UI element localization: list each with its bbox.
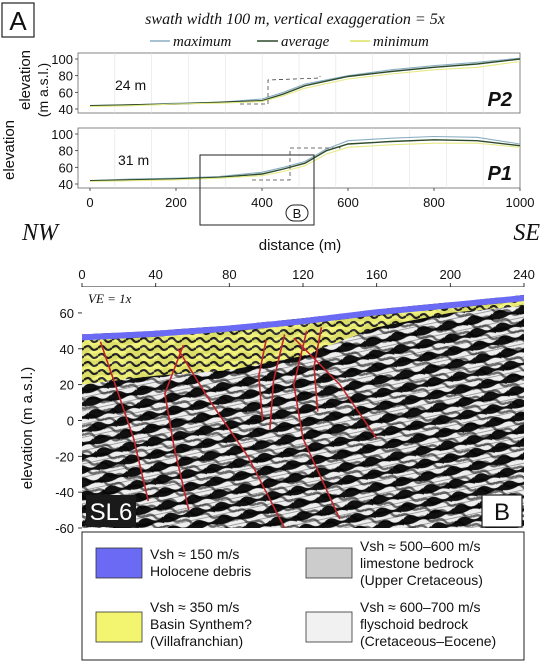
x-tick-label: 1000 bbox=[506, 195, 535, 210]
p2-callout: 24 m bbox=[115, 77, 146, 93]
p1-step-outline bbox=[252, 146, 341, 181]
series-minimum bbox=[89, 142, 521, 183]
p2-lines bbox=[89, 57, 521, 108]
legend-maximum: maximum bbox=[173, 34, 231, 50]
x-tick-label: 80 bbox=[222, 267, 236, 282]
x-tick-label: 0 bbox=[86, 195, 93, 210]
y-tick-label: 40 bbox=[59, 102, 73, 117]
sl6-label-bg bbox=[86, 495, 136, 527]
p1-callout: 31 m bbox=[118, 152, 149, 168]
legend-swatch-basin bbox=[95, 611, 143, 643]
legend-basin-desc: Basin Synthem? bbox=[150, 616, 252, 632]
legend-flysch-age: (Cretaceous–Eocene) bbox=[360, 633, 496, 649]
seismic-section bbox=[82, 287, 524, 528]
y-tick-label: 60 bbox=[60, 306, 74, 321]
legend-basin-age: (Villafranchian) bbox=[150, 633, 243, 649]
p1-lines bbox=[89, 135, 521, 183]
series-average bbox=[89, 58, 521, 107]
x-tick-label: 400 bbox=[251, 195, 273, 210]
y-tick-label: 40 bbox=[59, 177, 73, 192]
fault-lines bbox=[99, 327, 378, 528]
sl6-x-ticks: 0 40 80 120 160 200 240 bbox=[78, 267, 535, 287]
panel-a-label: A bbox=[9, 6, 27, 36]
y-tick-label: -20 bbox=[55, 449, 74, 464]
legend-limestone-age: (Upper Cretaceous) bbox=[360, 572, 483, 588]
fault-line bbox=[313, 327, 323, 412]
y-tick-label: 20 bbox=[60, 378, 74, 393]
fault-line bbox=[177, 348, 286, 528]
sl6-y-ticks: -60 -40 -20 0 20 40 60 bbox=[55, 306, 82, 536]
fault-line bbox=[269, 334, 286, 430]
y-tick-label: -60 bbox=[55, 521, 74, 536]
legend-holocene-vsh: Vsh ≈ 150 m/s bbox=[150, 546, 239, 562]
y-tick-label: 80 bbox=[59, 69, 73, 84]
distance-xlabel: distance (m) bbox=[259, 237, 342, 254]
y-tick-label: -40 bbox=[55, 485, 74, 500]
legend-average: average bbox=[281, 34, 330, 50]
x-tick-label: 200 bbox=[439, 267, 461, 282]
holocene-debris-unit bbox=[82, 295, 524, 341]
panel-a-label-box bbox=[1, 2, 35, 38]
inset-box-b bbox=[199, 154, 315, 226]
inset-box-b-label: B bbox=[293, 206, 302, 221]
x-tick-label: 0 bbox=[78, 267, 85, 282]
panel-b-label: B bbox=[494, 499, 510, 526]
basin-synthem-unit bbox=[82, 301, 524, 385]
fault-line bbox=[293, 337, 378, 439]
x-tick-label: 200 bbox=[165, 195, 187, 210]
sl6-label: SL6 bbox=[90, 499, 133, 526]
panel-a-ylabel-units: (m a.s.l.) bbox=[35, 63, 51, 117]
ve-label: VE = 1x bbox=[88, 291, 132, 306]
series-minimum bbox=[89, 60, 521, 108]
p1-title: P1 bbox=[488, 163, 512, 185]
sl6-ylabel: elevation (m a.s.l.) bbox=[19, 367, 36, 490]
fault-line bbox=[99, 341, 150, 502]
legend-swatch-limestone bbox=[305, 547, 353, 579]
p2-gridlines bbox=[114, 53, 484, 113]
y-tick-label: 60 bbox=[59, 85, 73, 100]
legend-basin-vsh: Vsh ≈ 350 m/s bbox=[150, 599, 239, 615]
fault-line bbox=[164, 344, 190, 511]
legend-flysch-vsh: Vsh ≈ 600–700 m/s bbox=[360, 599, 481, 615]
legend-limestone-desc: limestone bedrock bbox=[360, 555, 475, 571]
panel-a-ylabel-inner: elevation bbox=[17, 50, 34, 110]
legend-minimum: minimum bbox=[373, 34, 429, 50]
direction-se: SE bbox=[513, 220, 540, 246]
y-tick-label: 0 bbox=[67, 413, 74, 428]
x-tick-label: 40 bbox=[148, 267, 162, 282]
inset-box-b-badge bbox=[285, 204, 309, 222]
legend-swatch-holocene bbox=[95, 547, 143, 579]
x-tick-label: 800 bbox=[423, 195, 445, 210]
panel-a-ylabel-outer: elevation bbox=[1, 120, 18, 180]
p1-x-ticks: 0 200 400 600 800 1000 bbox=[86, 188, 534, 210]
legend-flysch-desc: flyschoid bedrock bbox=[360, 616, 469, 632]
profile-legend: maximum average minimum bbox=[150, 34, 429, 50]
y-tick-label: 80 bbox=[59, 144, 73, 159]
series-average bbox=[89, 139, 521, 182]
swath-header: swath width 100 m, vertical exaggeration… bbox=[145, 11, 445, 28]
x-tick-label: 600 bbox=[337, 195, 359, 210]
p2-title: P2 bbox=[488, 89, 512, 111]
fault-line bbox=[257, 339, 267, 421]
fault-line bbox=[292, 330, 341, 520]
x-tick-label: 160 bbox=[366, 267, 388, 282]
p2-step-outline bbox=[240, 76, 321, 105]
units-legend bbox=[81, 531, 525, 661]
x-tick-label: 120 bbox=[292, 267, 314, 282]
x-tick-label: 240 bbox=[513, 267, 535, 282]
legend-holocene-desc: Holocene debris bbox=[150, 563, 251, 579]
y-tick-label: 100 bbox=[51, 52, 73, 67]
panel-b-label-box bbox=[481, 494, 523, 528]
series-maximum bbox=[89, 135, 521, 182]
legend-limestone-vsh: Vsh ≈ 500–600 m/s bbox=[360, 538, 481, 554]
direction-nw: NW bbox=[21, 220, 60, 246]
y-tick-label: 60 bbox=[59, 160, 73, 175]
y-tick-label: 100 bbox=[51, 127, 73, 142]
y-tick-label: 40 bbox=[60, 342, 74, 357]
legend-swatch-flysch bbox=[305, 611, 353, 643]
